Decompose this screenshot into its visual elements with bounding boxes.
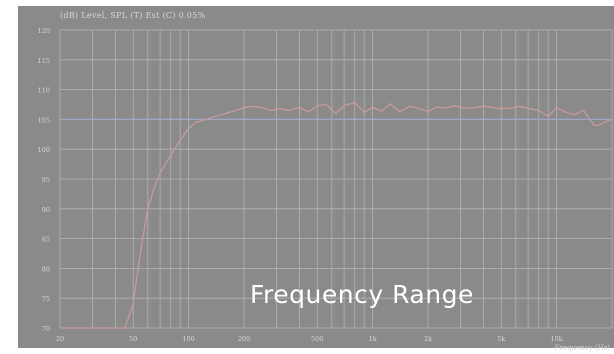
- y-tick-label: 95: [42, 176, 50, 184]
- plot-background: [18, 6, 614, 348]
- x-tick-label: 10k: [551, 335, 563, 343]
- y-tick-label: 120: [38, 27, 50, 35]
- y-tick-label: 105: [38, 116, 50, 124]
- y-tick-label: 90: [42, 206, 50, 214]
- x-tick-label: 50: [129, 335, 137, 343]
- x-tick-label: 200: [238, 335, 250, 343]
- y-tick-label: 85: [42, 236, 50, 244]
- y-tick-label: 75: [42, 295, 50, 303]
- x-tick-label: 5k: [497, 335, 505, 343]
- y-tick-label: 110: [38, 87, 50, 95]
- y-tick-label: 80: [42, 265, 50, 273]
- x-tick-label: 20: [56, 335, 64, 343]
- y-tick-label: 100: [38, 146, 50, 154]
- chart-title: (dB) Level, SPL (T) Est (C) 0.05%: [60, 11, 206, 20]
- x-tick-label: 500: [311, 335, 323, 343]
- x-tick-label: 100: [182, 335, 194, 343]
- y-tick-label: 70: [42, 325, 50, 333]
- x-tick-label: 1k: [369, 335, 377, 343]
- x-axis-label: Frequency (Hz): [555, 344, 611, 352]
- overlay-title: Frequency Range: [250, 280, 474, 309]
- x-tick-label: 2k: [424, 335, 432, 343]
- y-tick-label: 115: [38, 57, 50, 65]
- frequency-response-line: [60, 101, 613, 329]
